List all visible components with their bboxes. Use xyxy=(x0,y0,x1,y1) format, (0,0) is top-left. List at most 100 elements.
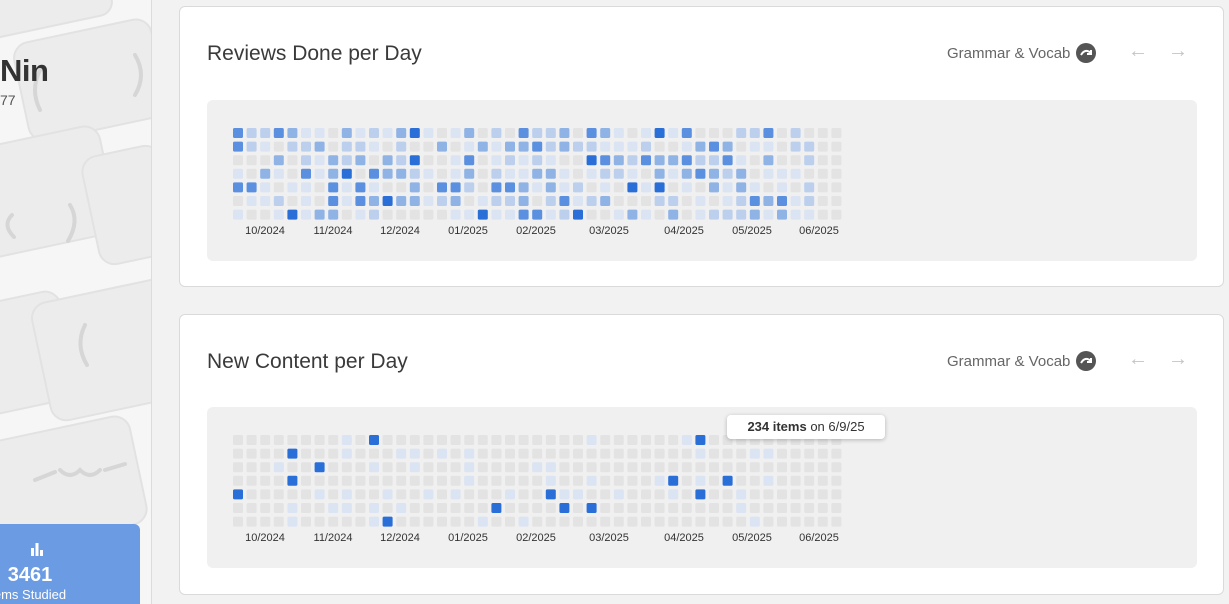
heatmap-cell[interactable] xyxy=(464,168,475,179)
heatmap-cell[interactable] xyxy=(273,209,284,220)
heatmap-cell[interactable] xyxy=(586,128,597,138)
heatmap-cell[interactable] xyxy=(409,209,420,220)
heatmap-cell[interactable] xyxy=(328,141,339,152)
heatmap-cell[interactable] xyxy=(613,182,624,193)
heatmap-cell[interactable] xyxy=(613,209,624,220)
heatmap-cell[interactable] xyxy=(736,128,747,138)
heatmap-cell[interactable] xyxy=(396,168,407,179)
heatmap-cell[interactable] xyxy=(763,168,774,179)
heatmap-cell[interactable] xyxy=(287,209,298,220)
heatmap-cell[interactable] xyxy=(437,128,447,138)
heatmap-cell[interactable] xyxy=(233,503,243,513)
heatmap-cell[interactable] xyxy=(668,141,679,152)
heatmap-cell[interactable] xyxy=(817,155,828,166)
heatmap-cell[interactable] xyxy=(600,475,611,486)
heatmap-cell[interactable] xyxy=(301,128,311,138)
heatmap-cell[interactable] xyxy=(559,196,570,206)
heatmap-cell[interactable] xyxy=(355,435,366,445)
heatmap-cell[interactable] xyxy=(695,475,706,486)
heatmap-cell[interactable] xyxy=(722,168,733,179)
heatmap-cell[interactable] xyxy=(301,516,311,527)
heatmap-cell[interactable] xyxy=(681,489,692,500)
heatmap-cell[interactable] xyxy=(573,435,583,445)
heatmap-cell[interactable] xyxy=(301,435,311,445)
heatmap-cell[interactable] xyxy=(287,516,298,527)
heatmap-cell[interactable] xyxy=(409,489,420,500)
heatmap-cell[interactable] xyxy=(641,435,651,445)
heatmap-cell[interactable] xyxy=(246,209,257,220)
heatmap-cell[interactable] xyxy=(355,141,366,152)
heatmap-cell[interactable] xyxy=(233,489,243,500)
heatmap-cell[interactable] xyxy=(396,182,407,193)
heatmap-cell[interactable] xyxy=(328,489,339,500)
heatmap-cell[interactable] xyxy=(613,489,624,500)
heatmap-cell[interactable] xyxy=(804,503,815,513)
heatmap-cell[interactable] xyxy=(817,462,828,473)
heatmap-cell[interactable] xyxy=(369,448,379,459)
heatmap-cell[interactable] xyxy=(559,462,570,473)
heatmap-cell[interactable] xyxy=(722,475,733,486)
heatmap-cell[interactable] xyxy=(627,475,638,486)
items-studied-card[interactable]: 3461 ems Studied xyxy=(0,524,140,604)
heatmap-cell[interactable] xyxy=(328,516,339,527)
heatmap-cell[interactable] xyxy=(831,503,842,513)
heatmap-cell[interactable] xyxy=(709,209,719,220)
heatmap-cell[interactable] xyxy=(722,128,733,138)
heatmap-cell[interactable] xyxy=(273,196,284,206)
heatmap-cell[interactable] xyxy=(736,182,747,193)
filter-dropdown[interactable]: Grammar & Vocab xyxy=(947,43,1097,63)
heatmap-cell[interactable] xyxy=(804,489,815,500)
heatmap-cell[interactable] xyxy=(369,462,379,473)
heatmap-cell[interactable] xyxy=(301,155,311,166)
heatmap-cell[interactable] xyxy=(409,141,420,152)
heatmap-cell[interactable] xyxy=(355,516,366,527)
heatmap-cell[interactable] xyxy=(328,196,339,206)
heatmap-cell[interactable] xyxy=(586,155,597,166)
heatmap-cell[interactable] xyxy=(491,462,502,473)
heatmap-cell[interactable] xyxy=(654,155,665,166)
heatmap-cell[interactable] xyxy=(736,462,747,473)
heatmap-cell[interactable] xyxy=(777,182,787,193)
heatmap-cell[interactable] xyxy=(532,155,543,166)
heatmap-cell[interactable] xyxy=(545,209,556,220)
heatmap-cell[interactable] xyxy=(505,503,515,513)
heatmap-cell[interactable] xyxy=(668,516,679,527)
heatmap-cell[interactable] xyxy=(314,196,325,206)
heatmap-cell[interactable] xyxy=(559,155,570,166)
heatmap-cell[interactable] xyxy=(477,435,488,445)
heatmap-cell[interactable] xyxy=(314,503,325,513)
heatmap-cell[interactable] xyxy=(573,475,583,486)
heatmap-cell[interactable] xyxy=(804,516,815,527)
heatmap-cell[interactable] xyxy=(437,435,447,445)
heatmap-cell[interactable] xyxy=(273,462,284,473)
heatmap-cell[interactable] xyxy=(559,182,570,193)
heatmap-cell[interactable] xyxy=(532,209,543,220)
heatmap-cell[interactable] xyxy=(681,516,692,527)
heatmap-cell[interactable] xyxy=(654,503,665,513)
heatmap-cell[interactable] xyxy=(559,209,570,220)
heatmap-cell[interactable] xyxy=(668,462,679,473)
heatmap-cell[interactable] xyxy=(369,196,379,206)
heatmap-cell[interactable] xyxy=(613,141,624,152)
heatmap-cell[interactable] xyxy=(749,516,760,527)
heatmap-cell[interactable] xyxy=(654,475,665,486)
heatmap-cell[interactable] xyxy=(260,435,271,445)
heatmap-cell[interactable] xyxy=(423,168,434,179)
heatmap-cell[interactable] xyxy=(695,141,706,152)
heatmap-cell[interactable] xyxy=(450,141,461,152)
heatmap-cell[interactable] xyxy=(423,489,434,500)
heatmap-cell[interactable] xyxy=(437,168,447,179)
heatmap-cell[interactable] xyxy=(518,516,529,527)
heatmap-cell[interactable] xyxy=(505,462,515,473)
heatmap-cell[interactable] xyxy=(722,209,733,220)
heatmap-cell[interactable] xyxy=(641,141,651,152)
heatmap-cell[interactable] xyxy=(654,209,665,220)
heatmap-cell[interactable] xyxy=(382,475,393,486)
heatmap-cell[interactable] xyxy=(341,141,352,152)
heatmap-cell[interactable] xyxy=(341,168,352,179)
heatmap-cell[interactable] xyxy=(559,503,570,513)
heatmap-cell[interactable] xyxy=(246,196,257,206)
heatmap-cell[interactable] xyxy=(804,128,815,138)
heatmap-cell[interactable] xyxy=(464,503,475,513)
heatmap-cell[interactable] xyxy=(491,168,502,179)
